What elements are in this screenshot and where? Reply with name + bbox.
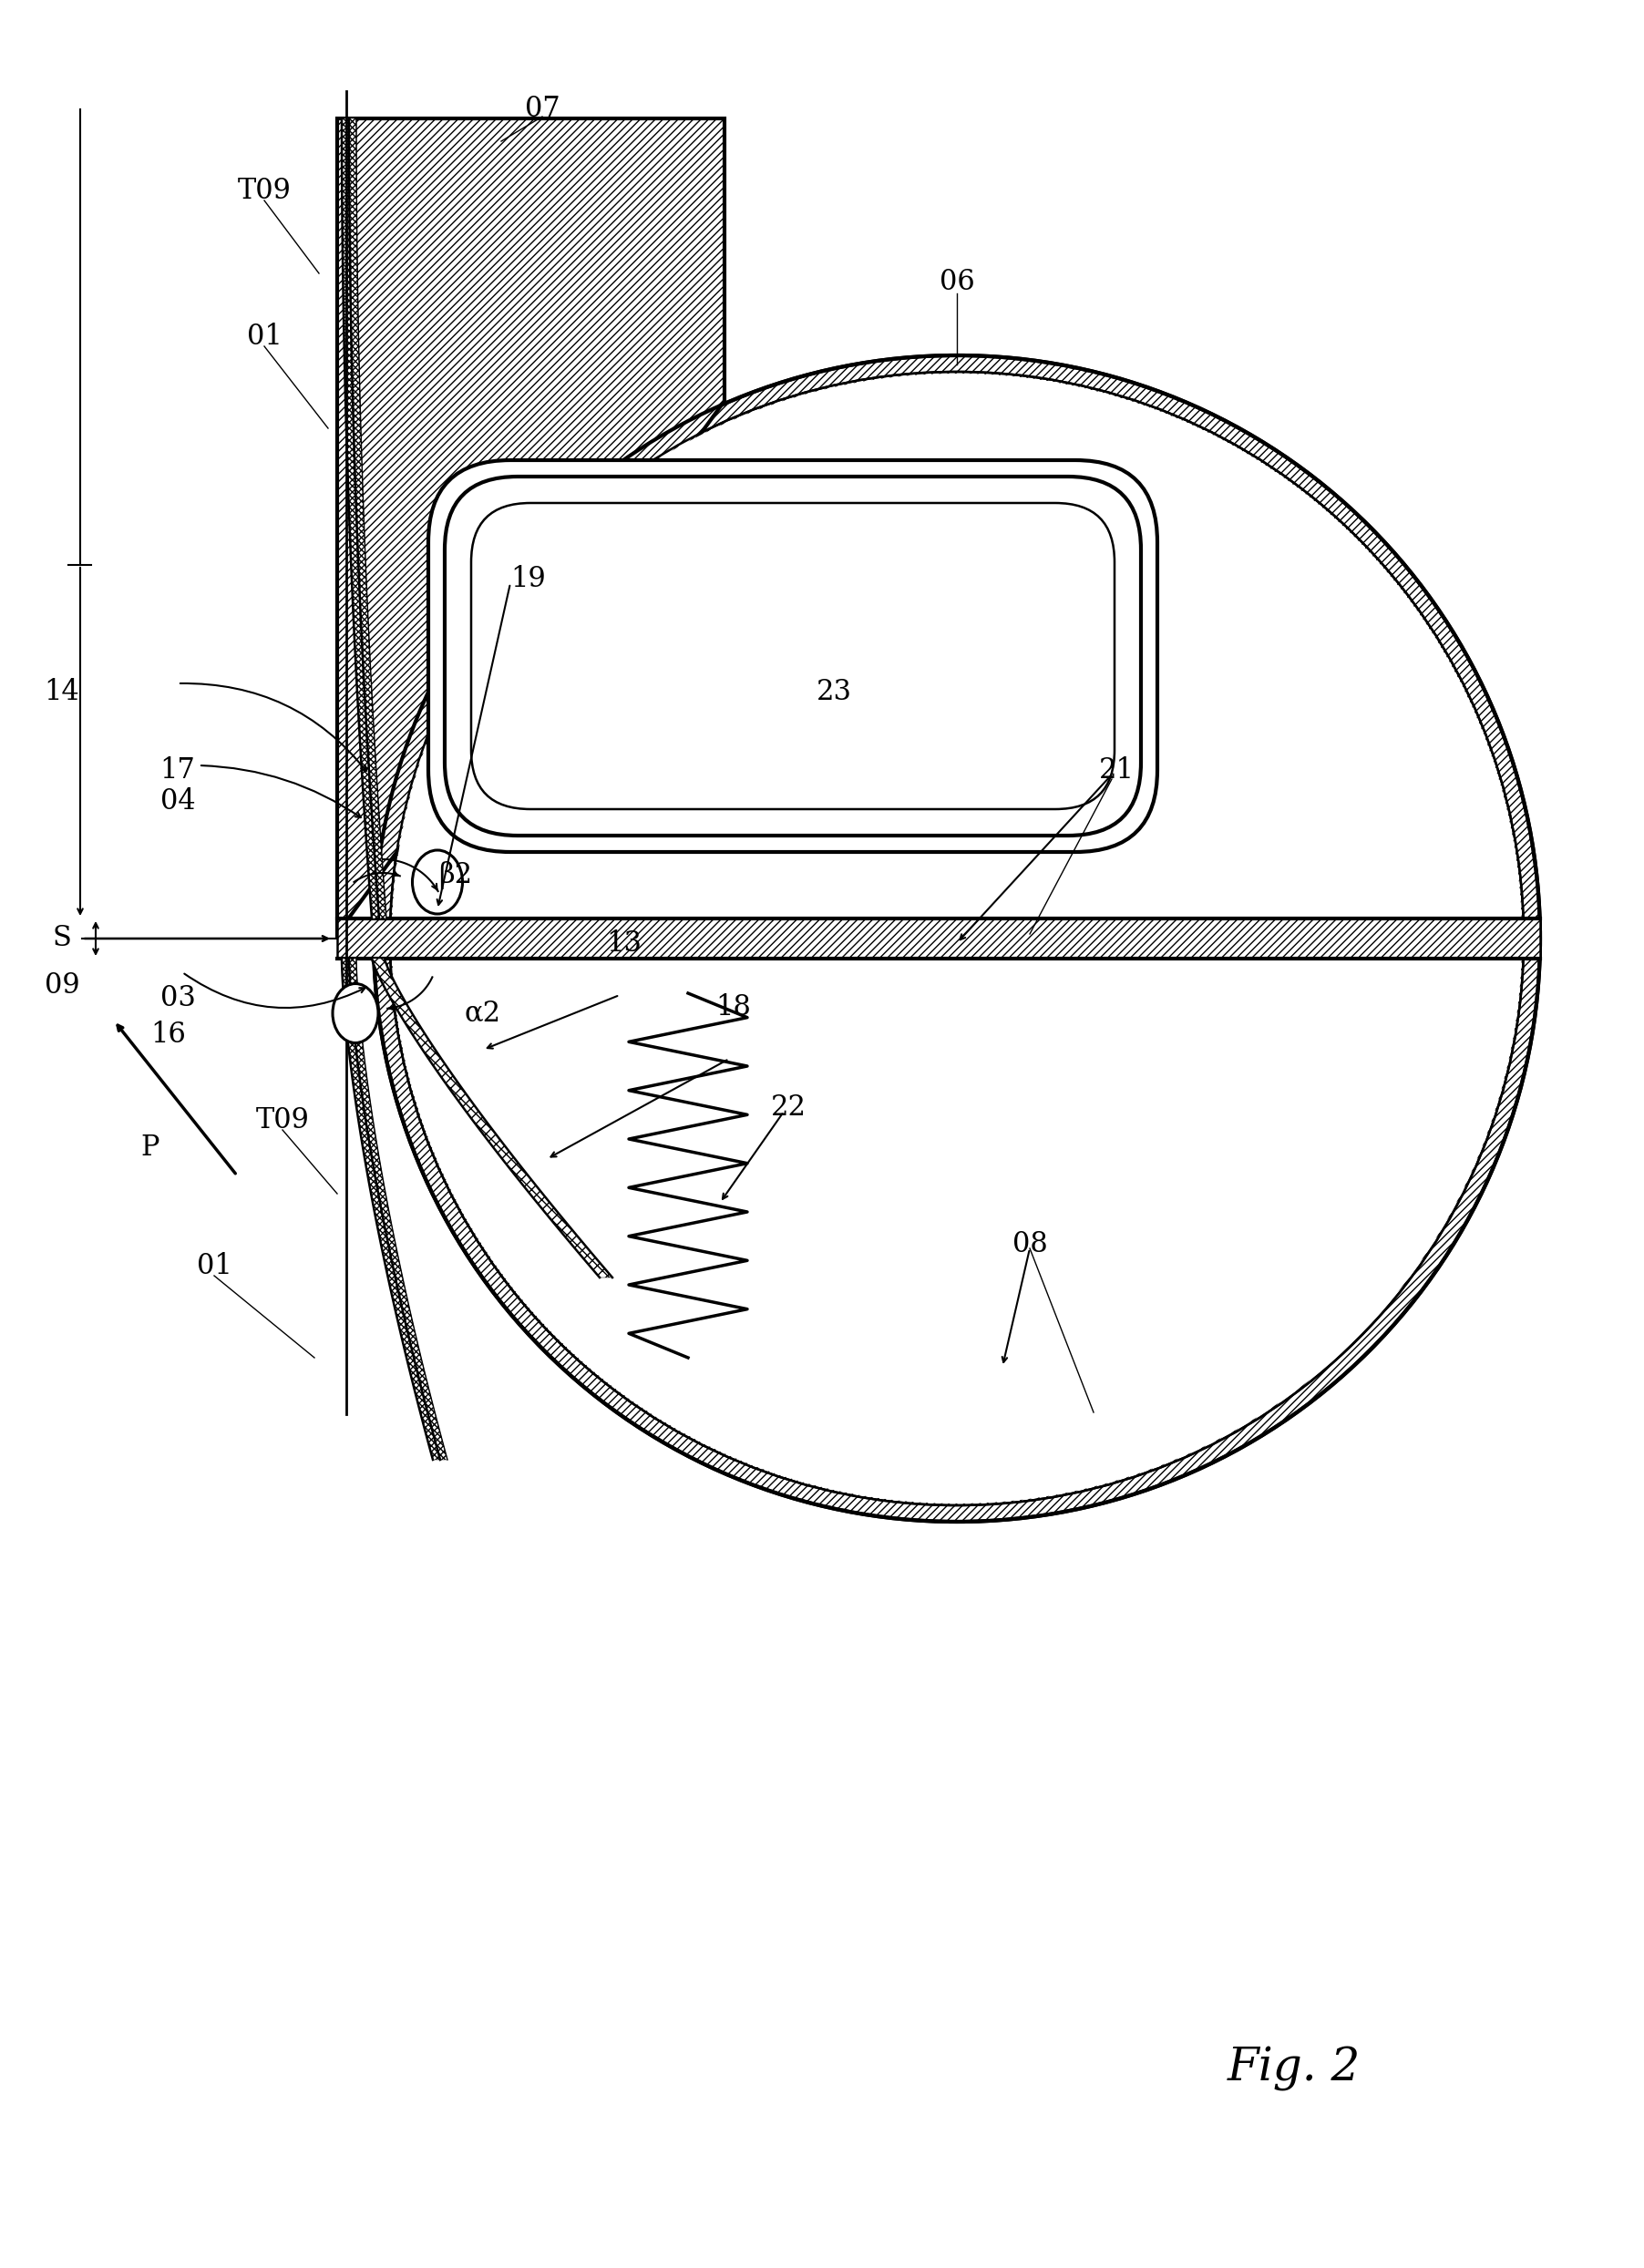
Text: Fig. 2: Fig. 2	[1228, 2046, 1361, 2091]
Text: 14: 14	[44, 678, 79, 708]
Text: 07: 07	[524, 95, 561, 122]
Text: 19: 19	[511, 565, 546, 592]
Text: α2: α2	[465, 1000, 501, 1027]
Text: 21: 21	[1098, 755, 1134, 785]
Ellipse shape	[413, 850, 462, 914]
Polygon shape	[337, 919, 1540, 959]
Text: 04: 04	[159, 787, 196, 816]
Text: T09: T09	[237, 177, 291, 206]
Text: T09: T09	[256, 1107, 309, 1134]
Text: 03: 03	[159, 984, 196, 1012]
Text: 06: 06	[939, 268, 975, 297]
Text: 01: 01	[247, 322, 283, 352]
Polygon shape	[0, 0, 329, 2268]
FancyBboxPatch shape	[472, 503, 1115, 810]
Text: 01: 01	[196, 1252, 232, 1281]
FancyBboxPatch shape	[446, 476, 1141, 835]
Text: 08: 08	[1013, 1229, 1047, 1259]
Circle shape	[391, 374, 1522, 1504]
Polygon shape	[373, 939, 1540, 1522]
Text: 09: 09	[44, 971, 79, 1000]
Text: 18: 18	[715, 993, 751, 1021]
Polygon shape	[337, 0, 1644, 916]
Polygon shape	[373, 356, 1540, 939]
Polygon shape	[372, 959, 613, 1277]
Text: β2: β2	[439, 860, 472, 889]
FancyBboxPatch shape	[429, 460, 1157, 853]
Text: S: S	[53, 925, 71, 953]
Text: 23: 23	[815, 678, 852, 708]
Polygon shape	[342, 959, 447, 1461]
Ellipse shape	[332, 984, 378, 1043]
Polygon shape	[337, 118, 725, 934]
Polygon shape	[342, 118, 386, 919]
Text: 22: 22	[771, 1093, 806, 1120]
Text: P: P	[141, 1134, 159, 1161]
Text: 16: 16	[151, 1021, 186, 1048]
Text: 17: 17	[159, 755, 196, 785]
Text: 13: 13	[607, 930, 643, 957]
